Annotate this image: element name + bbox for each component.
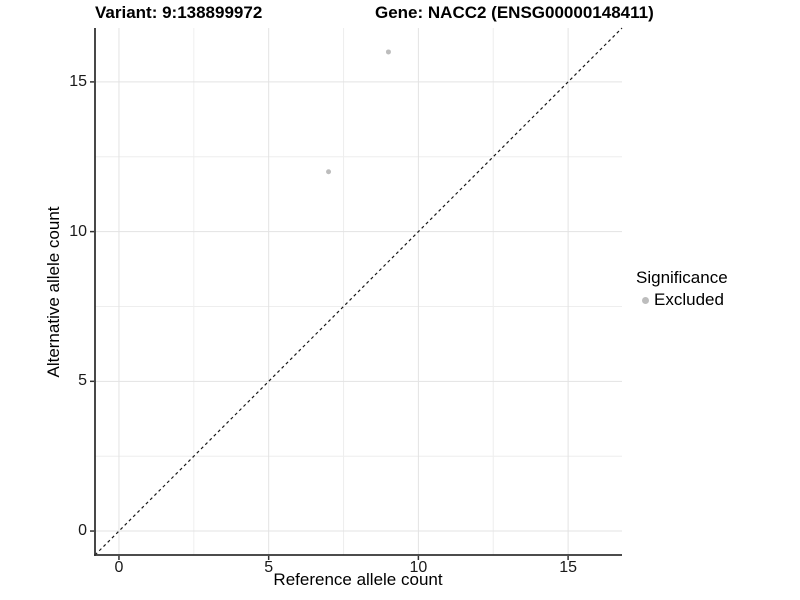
legend-item-excluded: Excluded [636, 290, 728, 310]
legend: Significance Excluded [636, 268, 728, 310]
x-tick-label: 15 [559, 559, 577, 576]
x-tick-label: 10 [409, 559, 428, 576]
legend-point-icon [642, 296, 649, 304]
x-tick-label: 0 [114, 559, 124, 576]
identity-dashed-line [94, 27, 623, 556]
legend-title: Significance [636, 268, 728, 287]
x-axis-title: Reference allele count [273, 570, 443, 589]
y-tick-label: 5 [78, 372, 87, 390]
data-point [385, 49, 391, 55]
legend-item-label: Excluded [654, 290, 724, 309]
y-tick-label: 10 [69, 222, 87, 240]
y-tick-label: 0 [78, 522, 87, 540]
y-tick-label: 15 [69, 72, 87, 90]
data-point [326, 169, 332, 175]
plot-title-gene: Gene: NACC2 (ENSG00000148411) [375, 3, 654, 22]
x-tick-label: 5 [264, 559, 274, 576]
plot-title-variant: Variant: 9:138899972 [95, 3, 263, 22]
